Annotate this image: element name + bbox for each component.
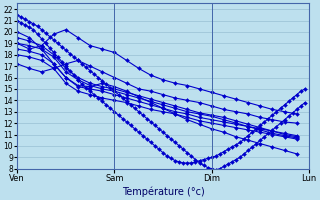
X-axis label: Température (°c): Température (°c) — [122, 186, 204, 197]
